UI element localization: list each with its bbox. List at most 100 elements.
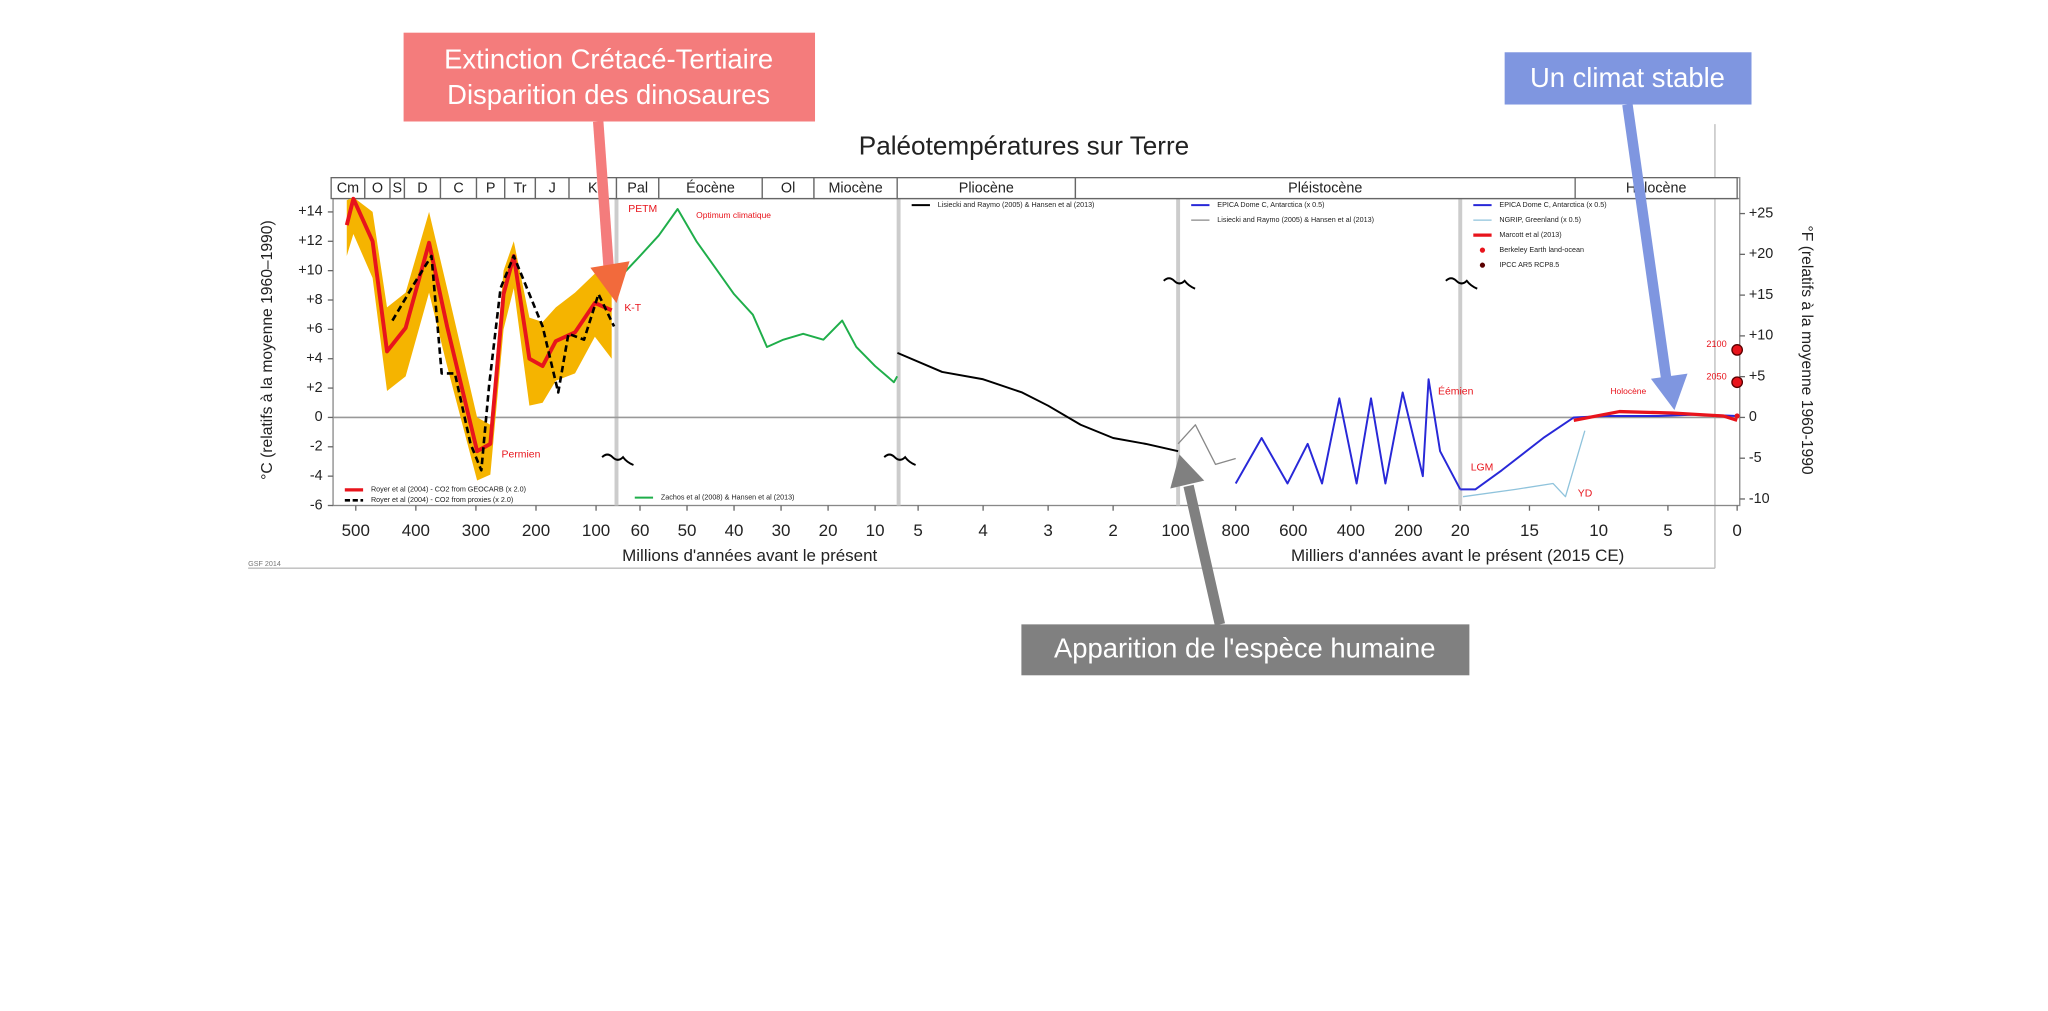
legend-label: NGRIP, Greenland (x 0.5) [1499, 216, 1581, 224]
annotation: Holocène [1610, 386, 1646, 396]
callout-box [1504, 52, 1752, 105]
x-tick-label: 50 [678, 521, 697, 540]
x-tick-label: 20 [1451, 521, 1470, 540]
data-point [1734, 413, 1740, 419]
callout-text: Un climat stable [1530, 62, 1725, 93]
annotation: GSF 2014 [248, 560, 281, 568]
x-tick-label: 100 [582, 521, 610, 540]
callout-arrow [592, 121, 614, 269]
x-tick-label: 800 [1222, 521, 1250, 540]
period-box [1574, 177, 1738, 200]
legend-label: Marcott et al (2013) [1499, 231, 1561, 239]
y-tick-label: -6 [310, 497, 323, 513]
legend-label: Lisiecki and Raymo (2005) & Hansen et al… [1217, 216, 1374, 224]
period-label: S [392, 181, 402, 197]
callout-box [403, 32, 816, 122]
period-label: D [417, 181, 427, 197]
legend-label: Zachos et al (2008) & Hansen et al (2013… [661, 494, 795, 502]
callout-stable: Un climat stable [1504, 52, 1752, 411]
series-line [1234, 378, 1462, 490]
period-label: P [486, 181, 496, 197]
series-line [897, 351, 1179, 453]
period-label: Cm [337, 181, 359, 197]
y-tick-label: -2 [310, 439, 323, 455]
callout-box [1021, 624, 1470, 676]
series-line [1573, 409, 1738, 422]
series-line [1460, 413, 1738, 491]
axis-break [601, 453, 634, 466]
x-tick-label: 5 [913, 521, 922, 540]
chart-title: Paléotempératures sur Terre [859, 131, 1189, 161]
y2-tick-label: +15 [1749, 287, 1773, 303]
legend-label: Royer et al (2004) - CO2 from proxies (x… [371, 496, 513, 504]
x-axis-label: Milliers d'années avant le présent (2015… [1291, 546, 1624, 565]
callout-arrow [1183, 484, 1226, 626]
point-label: 2050 [1706, 371, 1726, 381]
point-label: 2100 [1706, 339, 1726, 349]
callout-arrow [1622, 103, 1672, 383]
series-line [391, 254, 616, 472]
period-label: Pléistocène [1288, 181, 1362, 197]
data-point [1731, 376, 1744, 389]
x-tick-label: 20 [819, 521, 838, 540]
series-line [615, 208, 899, 384]
callout-extinction: Extinction Crétacé-Tertiaire Disparition… [403, 32, 816, 304]
y2-tick-label: +5 [1749, 368, 1765, 384]
y2-tick-label: -10 [1749, 491, 1770, 507]
x-tick-label: 40 [725, 521, 744, 540]
x-tick-label: 200 [1394, 521, 1422, 540]
legend-label: IPCC AR5 RCP8.5 [1499, 261, 1559, 269]
y2-axis-label: °F (relatifs à la moyenne 1960-1990 [1798, 226, 1815, 475]
period-label: Éocène [686, 180, 735, 197]
x-tick-label: 4 [978, 521, 987, 540]
x-axis-label: Millions d'années avant le présent [622, 546, 877, 565]
axis-break [1445, 277, 1478, 290]
x-tick-label: 10 [866, 521, 885, 540]
annotation: LGM [1471, 462, 1494, 473]
annotation: Optimum climatique [696, 210, 771, 220]
legend-label: Royer et al (2004) - CO2 from GEOCARB (x… [371, 486, 526, 494]
x-tick-label: 15 [1520, 521, 1539, 540]
annotation: Éémien [1438, 385, 1474, 398]
uncertainty-band [346, 197, 612, 481]
y2-tick-label: +25 [1749, 205, 1773, 221]
period-label: Miocène [828, 181, 882, 197]
x-tick-label: 10 [1589, 521, 1608, 540]
plot-area: Cm O S D C P Tr J K Pal Éocène Ol Miocène Pliocène Plé… [248, 177, 1773, 568]
callout-human: Apparition de l'espèce humaine [1021, 454, 1470, 676]
period-label: J [549, 181, 556, 197]
x-tick-label: 60 [631, 521, 650, 540]
legend-marker [1479, 262, 1486, 268]
period-label: O [372, 181, 383, 197]
y2-tick-label: +20 [1749, 246, 1773, 262]
series-line [1462, 430, 1586, 498]
series-line [1177, 424, 1236, 466]
y-tick-label: +2 [306, 380, 322, 396]
annotation: K-T [624, 303, 641, 314]
period-label: Tr [514, 181, 527, 197]
x-tick-label: 2 [1108, 521, 1117, 540]
y-tick-label: +8 [306, 292, 322, 308]
x-break-label: 100 [1161, 521, 1189, 540]
callout-text: Disparition des dinosaures [447, 79, 770, 110]
period-label: K [588, 181, 598, 197]
x-tick-label: 200 [522, 521, 550, 540]
x-tick-label: 300 [462, 521, 490, 540]
axis-break [1163, 277, 1196, 290]
y2-tick-label: +10 [1749, 328, 1773, 344]
x-tick-label: 500 [342, 521, 370, 540]
callout-text: Apparition de l'espèce humaine [1054, 633, 1436, 664]
x-tick-label: 400 [1337, 521, 1365, 540]
y2-tick-label: 0 [1749, 409, 1757, 425]
axis-break [883, 453, 916, 466]
callout-arrowhead [1170, 454, 1205, 489]
y-axis-label: °C (relatifs à la moyenne 1960–1990) [259, 220, 276, 480]
y-tick-label: -4 [310, 468, 323, 484]
legend-marker [1479, 247, 1486, 253]
data-point [1731, 344, 1744, 356]
legend-label: Lisiecki and Raymo (2005) & Hansen et al… [938, 201, 1095, 209]
y-tick-label: 0 [315, 409, 323, 425]
period-label: C [453, 181, 463, 197]
